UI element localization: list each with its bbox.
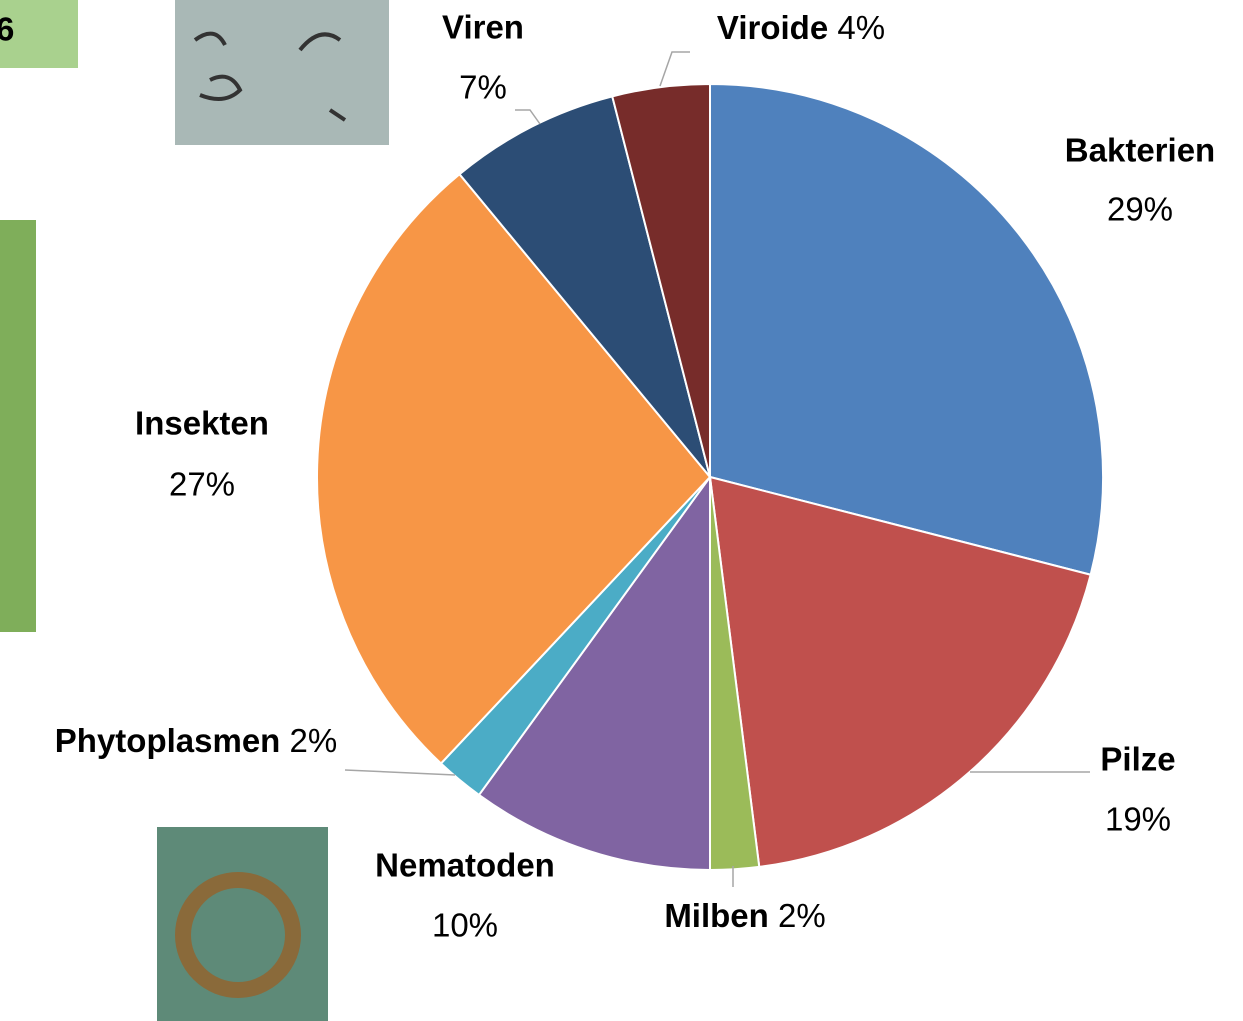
- slice-label: Insekten: [135, 405, 269, 442]
- slice-value-label: 29%: [1107, 191, 1173, 228]
- slice-value-label: 7%: [459, 69, 507, 106]
- slice-value-label: 2%: [280, 722, 337, 759]
- slice-label: Pilze: [1100, 741, 1175, 778]
- slice-label-group: Viroide 4%: [717, 9, 885, 46]
- slice-label: Nematoden: [375, 847, 555, 884]
- leaf-image: [0, 220, 36, 632]
- slice-value-label: 19%: [1105, 801, 1171, 838]
- slice-value-label: 2%: [769, 897, 826, 934]
- slice-value-label: 4%: [828, 9, 885, 46]
- chart: 6 Bakterien 29% Pilze 19% Milben 2% Nematoden…: [0, 0, 1243, 1021]
- badge: 6: [0, 11, 14, 48]
- leader-line: [515, 110, 540, 124]
- slice-value-label: 10%: [432, 907, 498, 944]
- virus-image: [175, 0, 389, 145]
- slice-label: Phytoplasmen: [55, 722, 281, 759]
- slice-label: Viroide: [717, 9, 828, 46]
- slice-label: Milben: [664, 897, 769, 934]
- pie: [317, 84, 1103, 870]
- slice-label: Bakterien: [1065, 132, 1215, 169]
- leader-line: [660, 52, 690, 86]
- leader-line: [345, 770, 455, 775]
- slice-label: Viren: [442, 9, 524, 46]
- slice-value-label: 27%: [169, 466, 235, 503]
- slice-label-group: Milben 2%: [664, 897, 825, 934]
- slice-label-group: Phytoplasmen 2%: [55, 722, 337, 759]
